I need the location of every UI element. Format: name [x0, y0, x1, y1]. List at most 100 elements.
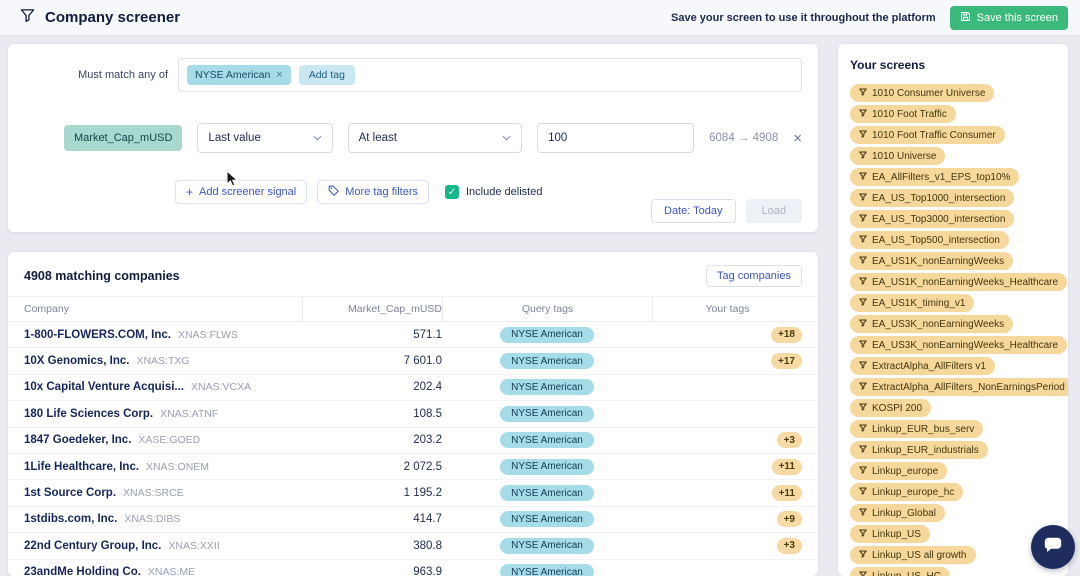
saved-screen-pill[interactable]: 1010 Consumer Universe — [850, 84, 995, 102]
saved-screen-pill[interactable]: Linkup_US all growth — [850, 546, 976, 564]
chat-launcher-button[interactable] — [1031, 525, 1075, 569]
query-tag-pill[interactable]: NYSE American — [500, 432, 594, 449]
date-button[interactable]: Date: Today — [651, 199, 736, 223]
operator-select[interactable]: At least — [347, 123, 523, 153]
filter-funnel-icon — [859, 382, 867, 393]
your-tags-badge[interactable]: +3 — [776, 432, 802, 449]
company-name-link[interactable]: 23andMe Holding Co. — [24, 566, 141, 576]
tag-nyse-american[interactable]: NYSE American × — [187, 65, 291, 85]
signal-name-pill[interactable]: Market_Cap_mUSD — [64, 125, 183, 151]
saved-screen-label: EA_US3K_nonEarningWeeks — [872, 318, 1005, 330]
saved-screen-pill[interactable]: Linkup_EUR_bus_serv — [850, 420, 984, 438]
column-header-market-cap[interactable]: Market_Cap_mUSD — [302, 297, 442, 321]
saved-screen-pill[interactable]: KOSPI 200 — [850, 399, 932, 417]
query-tag-pill[interactable]: NYSE American — [500, 353, 594, 370]
company-name-link[interactable]: 1stdibs.com, Inc. — [24, 513, 118, 526]
table-row: 180 Life Sciences Corp. XNAS:ATNF 108.5 … — [8, 401, 818, 428]
include-delisted-control[interactable]: ✓ Include delisted — [445, 185, 542, 199]
load-button[interactable]: Load — [745, 199, 802, 223]
company-name-link[interactable]: 1847 Goedeker, Inc. — [24, 434, 132, 447]
threshold-input[interactable] — [537, 123, 695, 153]
filter-funnel-icon — [859, 298, 867, 309]
more-tag-filters-button[interactable]: More tag filters — [317, 180, 429, 204]
company-name-link[interactable]: 180 Life Sciences Corp. — [24, 407, 154, 420]
table-row: 23andMe Holding Co. XNAS:ME 963.9 NYSE A… — [8, 560, 818, 576]
saved-screen-pill[interactable]: EA_US1K_timing_v1 — [850, 294, 975, 312]
saved-screen-label: Linkup_europe_hc — [872, 486, 955, 498]
your-tags-badge[interactable]: +18 — [771, 326, 802, 343]
saved-screen-pill[interactable]: Linkup_EUR_industrials — [850, 441, 988, 459]
company-name-link[interactable]: 10x Capital Venture Acquisi... — [24, 381, 184, 394]
query-tag-pill[interactable]: NYSE American — [500, 379, 594, 396]
saved-screen-label: Linkup_US — [872, 528, 921, 540]
column-header-query-tags[interactable]: Query tags — [442, 297, 652, 321]
saved-screen-pill[interactable]: EA_US_Top1000_intersection — [850, 189, 1015, 207]
saved-screen-pill[interactable]: EA_US3K_nonEarningWeeks_Healthcare — [850, 336, 1068, 354]
company-name-link[interactable]: 1-800-FLOWERS.COM, Inc. — [24, 328, 171, 341]
query-tags-cell: NYSE American — [442, 405, 652, 422]
query-tags-cell: NYSE American — [442, 353, 652, 370]
save-icon — [960, 11, 971, 25]
saved-screen-pill[interactable]: 1010 Universe — [850, 147, 946, 165]
filter-funnel-icon — [859, 508, 867, 519]
query-tag-pill[interactable]: NYSE American — [500, 326, 594, 343]
add-tag-button[interactable]: Add tag — [298, 65, 355, 85]
count-after: 4908 — [752, 132, 779, 144]
saved-screen-pill[interactable]: Linkup_europe_hc — [850, 483, 964, 501]
query-tag-pill[interactable]: NYSE American — [500, 458, 594, 475]
screener-filters-panel: Must match any of NYSE American × Add ta… — [8, 44, 818, 232]
remove-signal-button[interactable]: × — [793, 129, 802, 147]
query-tag-pill[interactable]: NYSE American — [500, 485, 594, 502]
filter-actions-row: + Add screener signal More tag filters ✓… — [175, 180, 542, 204]
saved-screen-pill[interactable]: EA_US3K_nonEarningWeeks — [850, 315, 1014, 333]
company-name-link[interactable]: 22nd Century Group, Inc. — [24, 539, 162, 552]
table-header: Company Market_Cap_mUSD Query tags Your … — [8, 296, 818, 322]
your-tags-cell — [652, 385, 802, 390]
chevron-down-icon — [502, 132, 511, 144]
saved-screen-pill[interactable]: 1010 Foot Traffic — [850, 105, 956, 123]
save-screen-button[interactable]: Save this screen — [949, 5, 1068, 30]
filter-funnel-icon — [859, 256, 867, 267]
company-cell: 10X Genomics, Inc. XNAS:TXG — [24, 355, 302, 367]
query-tag-pill[interactable]: NYSE American — [500, 564, 594, 576]
company-ticker: XNAS:DIBS — [124, 513, 181, 526]
query-tag-pill[interactable]: NYSE American — [500, 405, 594, 422]
saved-screen-pill[interactable]: EA_AllFilters_v1_EPS_top10% — [850, 168, 1020, 186]
company-name-link[interactable]: 10X Genomics, Inc. — [24, 355, 130, 368]
company-cell: 1847 Goedeker, Inc. XASE:GOED — [24, 434, 302, 446]
saved-screen-pill[interactable]: ExtractAlpha_AllFilters_NonEarningsPerio… — [850, 378, 1068, 396]
results-header: 4908 matching companies Tag companies — [8, 252, 818, 296]
saved-screen-pill[interactable]: EA_US1K_nonEarningWeeks_Healthcare — [850, 273, 1068, 291]
checkbox-checked-icon[interactable]: ✓ — [445, 185, 459, 199]
your-tags-badge[interactable]: +11 — [771, 485, 802, 502]
company-name-link[interactable]: 1st Source Corp. — [24, 487, 117, 500]
value-mode-select[interactable]: Last value — [197, 123, 333, 153]
saved-screen-label: EA_US_Top1000_intersection — [872, 192, 1006, 204]
filter-funnel-icon — [859, 340, 867, 351]
query-tag-pill[interactable]: NYSE American — [500, 511, 594, 528]
company-name-link[interactable]: 1Life Healthcare, Inc. — [24, 460, 140, 473]
saved-screen-pill[interactable]: EA_US1K_nonEarningWeeks — [850, 252, 1014, 270]
your-tags-badge[interactable]: +17 — [771, 353, 802, 370]
your-tags-cell — [652, 411, 802, 416]
table-row: 10X Genomics, Inc. XNAS:TXG 7 601.0 NYSE… — [8, 348, 818, 375]
page-title: Company screener — [45, 9, 181, 26]
your-tags-badge[interactable]: +3 — [776, 537, 802, 554]
saved-screen-pill[interactable]: Linkup_Global — [850, 504, 945, 522]
saved-screen-pill[interactable]: EA_US_Top3000_intersection — [850, 210, 1015, 228]
query-tag-pill[interactable]: NYSE American — [500, 537, 594, 554]
saved-screen-pill[interactable]: Linkup_US_HC — [850, 567, 950, 576]
saved-screen-pill[interactable]: 1010 Foot Traffic Consumer — [850, 126, 1005, 144]
your-tags-badge[interactable]: +11 — [771, 458, 802, 475]
your-tags-badge[interactable]: +9 — [776, 511, 802, 528]
match-tags-box[interactable]: NYSE American × Add tag — [178, 58, 802, 92]
tag-companies-button[interactable]: Tag companies — [706, 265, 802, 287]
saved-screen-pill[interactable]: Linkup_europe — [850, 462, 948, 480]
column-header-company[interactable]: Company — [24, 303, 69, 315]
saved-screen-pill[interactable]: EA_US_Top500_intersection — [850, 231, 1009, 249]
saved-screen-pill[interactable]: ExtractAlpha_AllFilters v1 — [850, 357, 995, 375]
remove-tag-icon[interactable]: × — [276, 69, 283, 81]
saved-screen-pill[interactable]: Linkup_US — [850, 525, 930, 543]
add-screener-signal-button[interactable]: + Add screener signal — [175, 180, 308, 204]
column-header-your-tags[interactable]: Your tags — [652, 297, 802, 321]
